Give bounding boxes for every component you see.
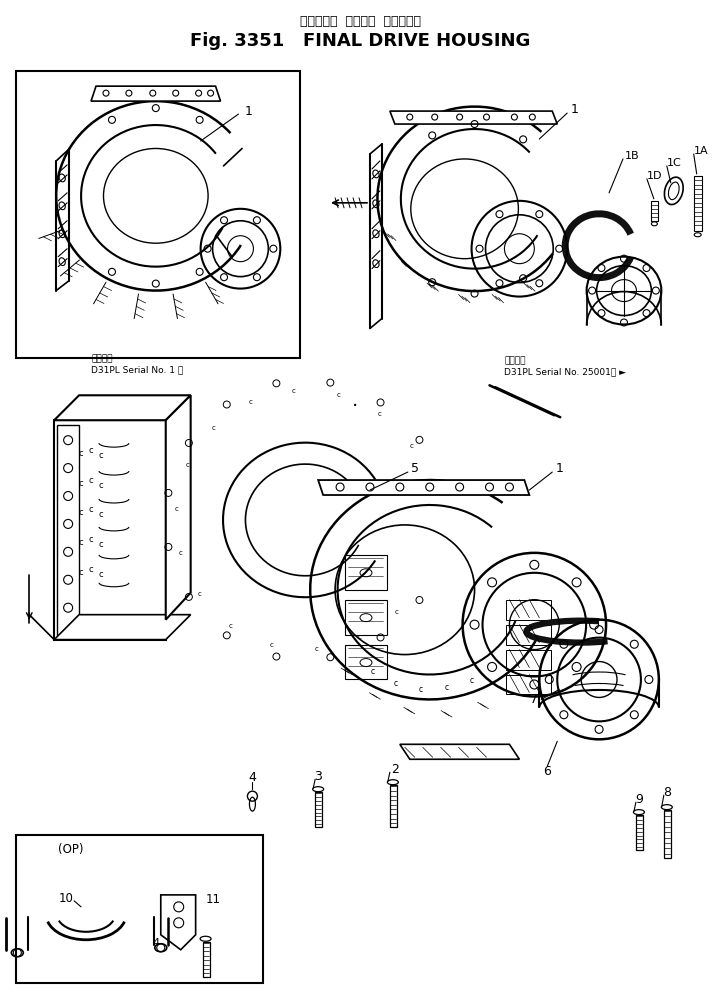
Text: c: c: [79, 539, 84, 548]
Text: c: c: [371, 667, 375, 676]
Text: c: c: [378, 410, 381, 416]
Text: c: c: [470, 675, 474, 684]
Bar: [506, 600, 552, 620]
Text: c: c: [178, 551, 182, 557]
Text: c: c: [99, 480, 103, 490]
Text: 1: 1: [570, 103, 578, 116]
Bar: [506, 649, 552, 669]
Text: c: c: [174, 506, 178, 512]
Text: c: c: [99, 541, 103, 550]
Text: c: c: [395, 609, 399, 615]
Text: D31PL Serial No. 1 ～: D31PL Serial No. 1 ～: [91, 365, 183, 374]
Bar: [54, 420, 166, 639]
Text: 1: 1: [244, 105, 252, 118]
Bar: [636, 815, 643, 850]
Text: c: c: [79, 509, 84, 518]
Text: 5: 5: [411, 461, 419, 474]
Text: c: c: [99, 571, 103, 580]
Bar: [57, 425, 79, 634]
Text: c: c: [79, 569, 84, 578]
Text: 1B: 1B: [625, 151, 640, 161]
Text: 10: 10: [58, 892, 74, 905]
Polygon shape: [54, 395, 190, 420]
Bar: [17, 835, 263, 983]
Text: c: c: [410, 442, 413, 448]
Text: c: c: [292, 387, 296, 393]
Bar: [345, 644, 387, 679]
Text: c: c: [337, 391, 340, 397]
Text: 2: 2: [391, 763, 399, 776]
Bar: [17, 71, 300, 359]
Text: 8: 8: [663, 786, 671, 799]
Text: c: c: [79, 478, 84, 487]
Text: D31PL Serial No. 25001～ ►: D31PL Serial No. 25001～ ►: [505, 367, 627, 375]
Bar: [506, 624, 552, 644]
Text: c: c: [186, 462, 190, 468]
Text: c: c: [99, 511, 103, 520]
Polygon shape: [91, 86, 221, 102]
Text: 6: 6: [544, 765, 552, 778]
Text: c: c: [445, 683, 449, 692]
Text: ファイナル  ドライブ  ハウジング: ファイナル ドライブ ハウジング: [299, 15, 420, 28]
Polygon shape: [400, 744, 519, 759]
Text: .: .: [352, 390, 358, 409]
Text: 3: 3: [314, 770, 322, 783]
Bar: [345, 600, 387, 634]
Text: (OP): (OP): [58, 843, 84, 856]
Text: c: c: [89, 536, 93, 545]
Text: 1A: 1A: [694, 146, 708, 156]
Text: 11: 11: [205, 893, 221, 906]
Text: c: c: [358, 634, 362, 640]
Bar: [664, 810, 671, 858]
Text: c: c: [89, 505, 93, 515]
Polygon shape: [318, 480, 529, 495]
Polygon shape: [161, 894, 195, 950]
Polygon shape: [166, 395, 190, 620]
Text: 4: 4: [152, 938, 159, 948]
Polygon shape: [54, 615, 190, 639]
Bar: [203, 942, 210, 977]
Bar: [694, 176, 702, 231]
Text: c: c: [212, 425, 216, 431]
Text: c: c: [89, 566, 93, 575]
Text: c: c: [89, 475, 93, 484]
Text: 1: 1: [555, 461, 563, 474]
Bar: [506, 674, 552, 694]
Text: c: c: [249, 399, 252, 405]
Text: c: c: [419, 684, 423, 693]
Bar: [345, 555, 387, 590]
Text: 適用号機: 適用号機: [505, 356, 526, 365]
Text: c: c: [79, 448, 84, 457]
Text: 4: 4: [249, 771, 257, 784]
Bar: [315, 792, 322, 827]
Text: c: c: [89, 445, 93, 454]
Polygon shape: [390, 112, 557, 124]
Text: c: c: [270, 642, 274, 648]
Text: c: c: [99, 450, 103, 459]
Text: Fig. 3351   FINAL DRIVE HOUSING: Fig. 3351 FINAL DRIVE HOUSING: [190, 32, 530, 50]
Text: 9: 9: [635, 793, 643, 806]
Text: c: c: [314, 646, 319, 652]
Text: 7: 7: [531, 693, 539, 706]
Text: c: c: [394, 679, 398, 688]
Bar: [651, 201, 658, 221]
Text: 適用号機: 適用号機: [91, 354, 112, 363]
Text: c: c: [198, 592, 201, 598]
Bar: [390, 785, 397, 827]
Text: 1D: 1D: [647, 171, 663, 181]
Text: 1C: 1C: [667, 158, 681, 168]
Text: c: c: [229, 623, 233, 629]
